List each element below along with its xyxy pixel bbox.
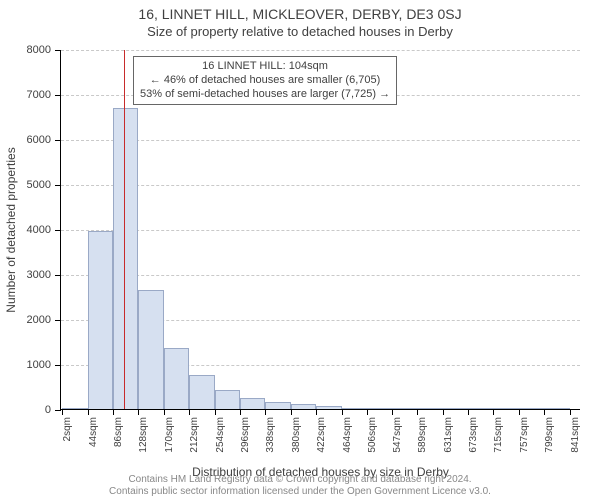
histogram-bar <box>113 108 138 410</box>
plot-area: Number of detached properties 0100020003… <box>60 50 580 410</box>
x-tick-label: 254sqm <box>215 399 226 435</box>
y-tick-label: 0 <box>45 404 51 416</box>
x-tick-label: 464sqm <box>342 399 353 435</box>
info-box: 16 LINNET HILL: 104sqm ← 46% of detached… <box>133 56 397 105</box>
x-tick-label: 631sqm <box>443 399 454 435</box>
x-tick-label: 44sqm <box>88 402 99 432</box>
chart-subtitle: Size of property relative to detached ho… <box>0 22 600 39</box>
x-tick-label: 128sqm <box>138 399 149 435</box>
x-tick-label: 841sqm <box>570 399 581 435</box>
y-tick-label: 1000 <box>27 359 51 371</box>
x-tick-label: 170sqm <box>164 399 175 435</box>
page-title: 16, LINNET HILL, MICKLEOVER, DERBY, DE3 … <box>0 0 600 22</box>
info-line-smaller: ← 46% of detached houses are smaller (6,… <box>140 74 390 88</box>
info-line-property: 16 LINNET HILL: 104sqm <box>140 60 390 74</box>
x-tick-label: 380sqm <box>291 399 302 435</box>
footer-line-2: Contains public sector information licen… <box>0 486 600 498</box>
y-tick-label: 3000 <box>27 269 51 281</box>
x-tick-label: 547sqm <box>392 399 403 435</box>
x-tick-label: 212sqm <box>189 399 200 435</box>
y-tick-label: 8000 <box>27 44 51 56</box>
x-tick-label: 422sqm <box>316 399 327 435</box>
x-tick-label: 86sqm <box>113 402 124 432</box>
x-tick-label: 757sqm <box>519 399 530 435</box>
footer-attribution: Contains HM Land Registry data © Crown c… <box>0 474 600 498</box>
x-tick-label: 506sqm <box>367 399 378 435</box>
x-tick-label: 296sqm <box>240 399 251 435</box>
x-tick-label: 673sqm <box>468 399 479 435</box>
histogram-bar <box>138 290 163 409</box>
y-axis-label: Number of detached properties <box>4 147 18 312</box>
footer-line-1: Contains HM Land Registry data © Crown c… <box>0 474 600 486</box>
x-tick-label: 2sqm <box>62 405 73 429</box>
info-line-larger: 53% of semi-detached houses are larger (… <box>140 88 390 102</box>
y-tick-label: 6000 <box>27 134 51 146</box>
y-tick-label: 7000 <box>27 89 51 101</box>
histogram-bar <box>88 231 113 409</box>
x-tick-label: 715sqm <box>493 399 504 435</box>
x-tick-label: 338sqm <box>265 399 276 435</box>
property-marker-line <box>124 50 125 409</box>
y-tick <box>55 410 61 411</box>
y-tick-label: 2000 <box>27 314 51 326</box>
x-tick-label: 589sqm <box>417 399 428 435</box>
chart-container: 16, LINNET HILL, MICKLEOVER, DERBY, DE3 … <box>0 0 600 500</box>
y-tick-label: 5000 <box>27 179 51 191</box>
x-tick-label: 799sqm <box>544 399 555 435</box>
y-tick-label: 4000 <box>27 224 51 236</box>
